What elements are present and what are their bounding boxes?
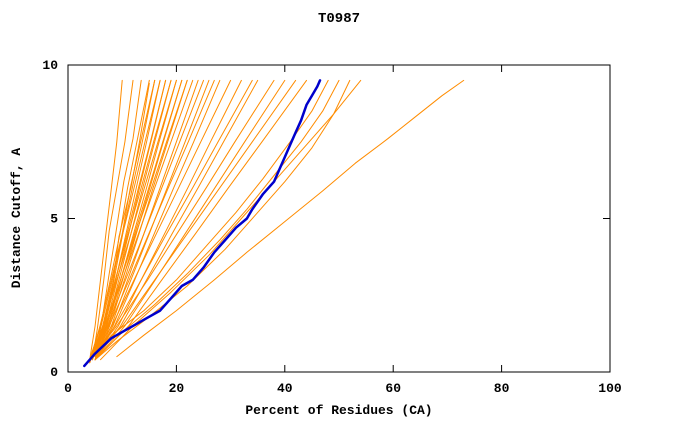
y-tick-label: 0 [50,365,58,380]
series-model-02 [91,79,134,361]
x-tick-label: 0 [64,381,72,396]
x-tick-label: 20 [169,381,185,396]
series-model-14 [89,79,177,364]
series-model-34 [89,79,329,361]
x-tick-label: 100 [598,381,622,396]
x-tick-label: 60 [385,381,401,396]
tick-labels: 0 20 40 60 80 100 0 5 10 [42,58,622,396]
chart-title: T0987 [318,11,360,27]
series-model-16 [91,79,183,361]
x-axis-label: Percent of Residues (CA) [245,403,432,418]
series-model-20 [89,79,194,361]
series-model-36 [94,79,351,361]
series-model-33 [94,79,307,361]
series-model-29 [94,79,259,361]
series-model-32 [89,79,297,361]
series-model-22 [89,79,204,361]
series-highlight-model [83,79,322,368]
y-axis-label: Distance Cutoff, A [9,148,24,289]
y-tick-label: 5 [50,212,58,227]
series-model-26 [89,79,232,361]
series-model-37 [100,79,362,361]
x-tick-label: 40 [277,381,293,396]
series-model-31 [94,79,286,361]
plot-frame [67,64,611,373]
series-model-08 [89,79,161,361]
series-model-35 [94,79,340,361]
series-model-30 [89,79,275,361]
series-model-18 [89,79,188,361]
y-tick-label: 10 [42,58,58,73]
series-model-38-outlier [116,79,465,358]
series-model-01 [89,79,123,361]
series-model-28 [89,79,253,361]
series-model-27 [94,79,242,361]
series-lines [83,79,465,368]
series-model-24 [89,79,215,361]
x-tick-label: 80 [494,381,510,396]
